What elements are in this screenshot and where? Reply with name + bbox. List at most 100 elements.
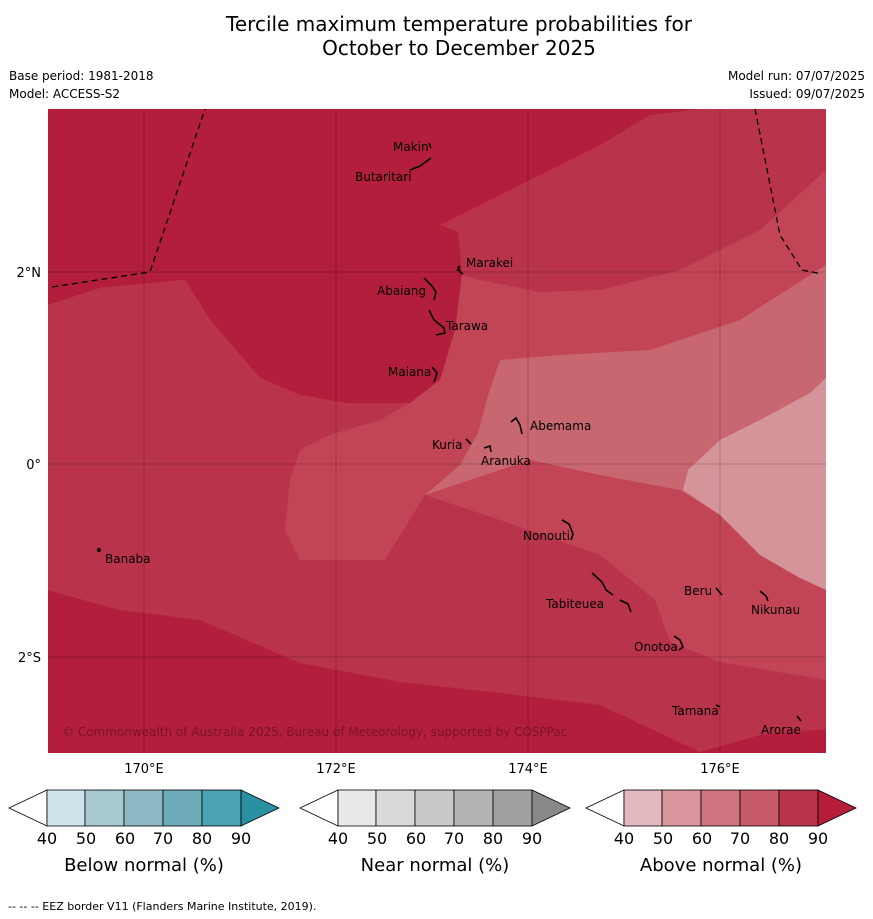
cb-above-title: Above normal (%) — [640, 855, 802, 876]
cb-below-tick-90: 90 — [231, 829, 251, 848]
label-abemama: Abemama — [530, 419, 591, 433]
cb-below-upper-arrow — [240, 789, 280, 827]
island-abaiang-shape — [423, 277, 437, 301]
cb-above-seg-4 — [778, 789, 819, 827]
latitude-labels: 2°N 0° 2°S — [17, 266, 42, 666]
cb-near-seg-2 — [414, 789, 455, 827]
label-maiana: Maiana — [388, 365, 431, 379]
colorbar-near-normal: 40 50 60 70 80 90 Near normal (%) — [299, 789, 571, 876]
cb-above-seg-1 — [661, 789, 702, 827]
lat-label-0: 0° — [26, 458, 41, 473]
eez-borders — [51, 108, 823, 288]
label-tabiteuea: Tabiteuea — [545, 597, 604, 611]
lon-label-176e: 176°E — [700, 762, 740, 777]
label-beru: Beru — [684, 584, 712, 598]
cb-below-tick-40: 40 — [37, 829, 57, 848]
island-shapes — [97, 142, 802, 722]
cb-near-title: Near normal (%) — [361, 855, 510, 876]
cb-above-tick-70: 70 — [730, 829, 750, 848]
cb-above-seg-3 — [739, 789, 780, 827]
island-maiana-shape — [431, 366, 438, 383]
lon-label-172e: 172°E — [316, 762, 356, 777]
cb-near-seg-0 — [337, 789, 377, 827]
label-arorae: Arorae — [761, 723, 801, 737]
cb-near-tick-50: 50 — [367, 829, 387, 848]
cb-near-tick-60: 60 — [406, 829, 426, 848]
cb-above-tick-40: 40 — [614, 829, 634, 848]
cb-below-seg-1 — [84, 789, 125, 827]
lon-label-170e: 170°E — [124, 762, 164, 777]
colorbar-above-normal: 40 50 60 70 80 90 Above normal (%) — [585, 789, 857, 876]
longitude-labels: 170°E 172°E 174°E 176°E — [124, 762, 740, 777]
title-line-1: Tercile maximum temperature probabilitie… — [226, 12, 692, 36]
lat-label-2s: 2°S — [18, 651, 41, 666]
island-onotoa-shape — [673, 635, 684, 651]
island-makin-butaritari-shape — [409, 142, 432, 171]
cb-above-seg-0 — [623, 789, 663, 827]
cb-near-tick-70: 70 — [444, 829, 464, 848]
cb-near-seg-4 — [492, 789, 533, 827]
label-marakei: Marakei — [466, 256, 513, 270]
label-aranuka: Aranuka — [481, 454, 531, 468]
eez-footnote: -- -- -- EEZ border V11 (Flanders Marine… — [8, 900, 317, 913]
label-nonouti: Nonouti — [523, 529, 570, 543]
zone-p50 — [683, 378, 826, 590]
colorbar-below-normal: 40 50 60 70 80 90 Below normal (%) — [8, 789, 280, 876]
cb-below-tick-60: 60 — [115, 829, 135, 848]
island-abemama-shape — [510, 416, 523, 435]
island-nikunau-shape — [759, 590, 769, 602]
zone-p80-west — [48, 280, 410, 612]
eez-border-west — [51, 108, 206, 288]
cb-below-tick-50: 50 — [76, 829, 96, 848]
model-name: Model: ACCESS-S2 — [9, 87, 121, 101]
label-butaritari: Butaritari — [355, 170, 412, 184]
base-period: Base period: 1981-2018 — [9, 69, 154, 83]
island-aranuka-shape — [483, 444, 492, 453]
copyright-notice: © Commonwealth of Australia 2025, Bureau… — [62, 725, 567, 739]
cb-below-seg-0 — [46, 789, 86, 827]
cb-above-seg-2 — [700, 789, 741, 827]
cb-near-upper-arrow — [531, 789, 571, 827]
island-kuria-shape — [465, 438, 472, 445]
map-title: Tercile maximum temperature probabilitie… — [0, 12, 873, 60]
cb-above-tick-50: 50 — [653, 829, 673, 848]
island-arorae-shape — [796, 715, 802, 722]
cb-near-tick-80: 80 — [483, 829, 503, 848]
island-beru-shape — [715, 587, 723, 596]
island-tarawa-shape — [428, 309, 446, 336]
island-labels: Makin Butaritari Marakei Abaiang Tarawa … — [105, 140, 801, 737]
cb-below-lower-arrow — [8, 789, 48, 827]
island-tabiteuea-shape — [591, 572, 632, 613]
label-tarawa: Tarawa — [445, 319, 488, 333]
island-marakei-shape — [456, 265, 464, 275]
issued-date: Issued: 09/07/2025 — [749, 87, 865, 101]
cb-below-seg-2 — [123, 789, 164, 827]
meta-left: Base period: 1981-2018 Model: ACCESS-S2 — [9, 67, 154, 103]
cb-near-lower-arrow — [299, 789, 339, 827]
gridlines — [48, 109, 826, 753]
cb-below-title: Below normal (%) — [64, 855, 224, 876]
label-nikunau: Nikunau — [751, 603, 800, 617]
label-abaiang: Abaiang — [377, 284, 426, 298]
probability-field — [48, 109, 826, 753]
model-run: Model run: 07/07/2025 — [727, 69, 865, 83]
island-tamana-shape — [715, 704, 721, 708]
label-kuria: Kuria — [432, 438, 463, 452]
cb-above-tick-80: 80 — [769, 829, 789, 848]
label-onotoa: Onotoa — [634, 640, 678, 654]
title-line-2: October to December 2025 — [322, 36, 596, 60]
lat-label-2n: 2°N — [17, 266, 42, 281]
cb-above-upper-arrow — [817, 789, 857, 827]
meta-right: Model run: 07/07/2025 Issued: 09/07/2025 — [728, 67, 865, 103]
label-makin: Makin — [393, 140, 429, 154]
label-banaba: Banaba — [105, 552, 151, 566]
lon-label-174e: 174°E — [508, 762, 548, 777]
label-tamana: Tamana — [671, 704, 719, 718]
cb-below-tick-70: 70 — [153, 829, 173, 848]
cb-near-seg-3 — [453, 789, 494, 827]
cb-above-tick-60: 60 — [692, 829, 712, 848]
cb-near-tick-90: 90 — [522, 829, 542, 848]
eez-border-east — [754, 108, 823, 275]
cb-above-lower-arrow — [585, 789, 625, 827]
cb-above-tick-90: 90 — [808, 829, 828, 848]
